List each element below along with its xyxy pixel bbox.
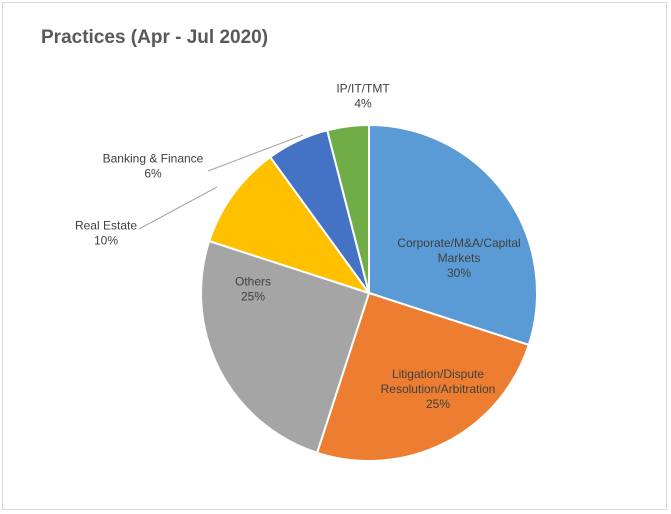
leader-line-3 (138, 186, 218, 230)
chart-title: Practices (Apr - Jul 2020) (41, 27, 269, 48)
pie-slice-2 (200, 239, 371, 455)
slice-label-2: Others 25% (235, 275, 271, 304)
pie-chart: Corporate/M&A/Capital Markets 30% Litigatio… (75, 82, 538, 462)
pie-slice-5 (326, 123, 370, 294)
leader-line-4 (207, 134, 304, 172)
slice-label-0: Corporate/M&A/Capital Markets 30% (397, 236, 520, 280)
pie-slice-1 (315, 291, 531, 462)
slice-label-1: Litigation/Dispute Resolution/Arbitration… (381, 367, 496, 411)
slice-label-4: Banking & Finance 6% (103, 152, 204, 181)
chart-frame: Practices (Apr - Jul 2020) Corporate/M&A… (2, 2, 667, 510)
pie-slice-0 (368, 123, 538, 347)
pie-slice-3 (207, 155, 372, 295)
slice-label-5: IP/IT/TMT 4% (336, 82, 390, 111)
slice-label-3: Real Estate 10% (75, 219, 137, 248)
